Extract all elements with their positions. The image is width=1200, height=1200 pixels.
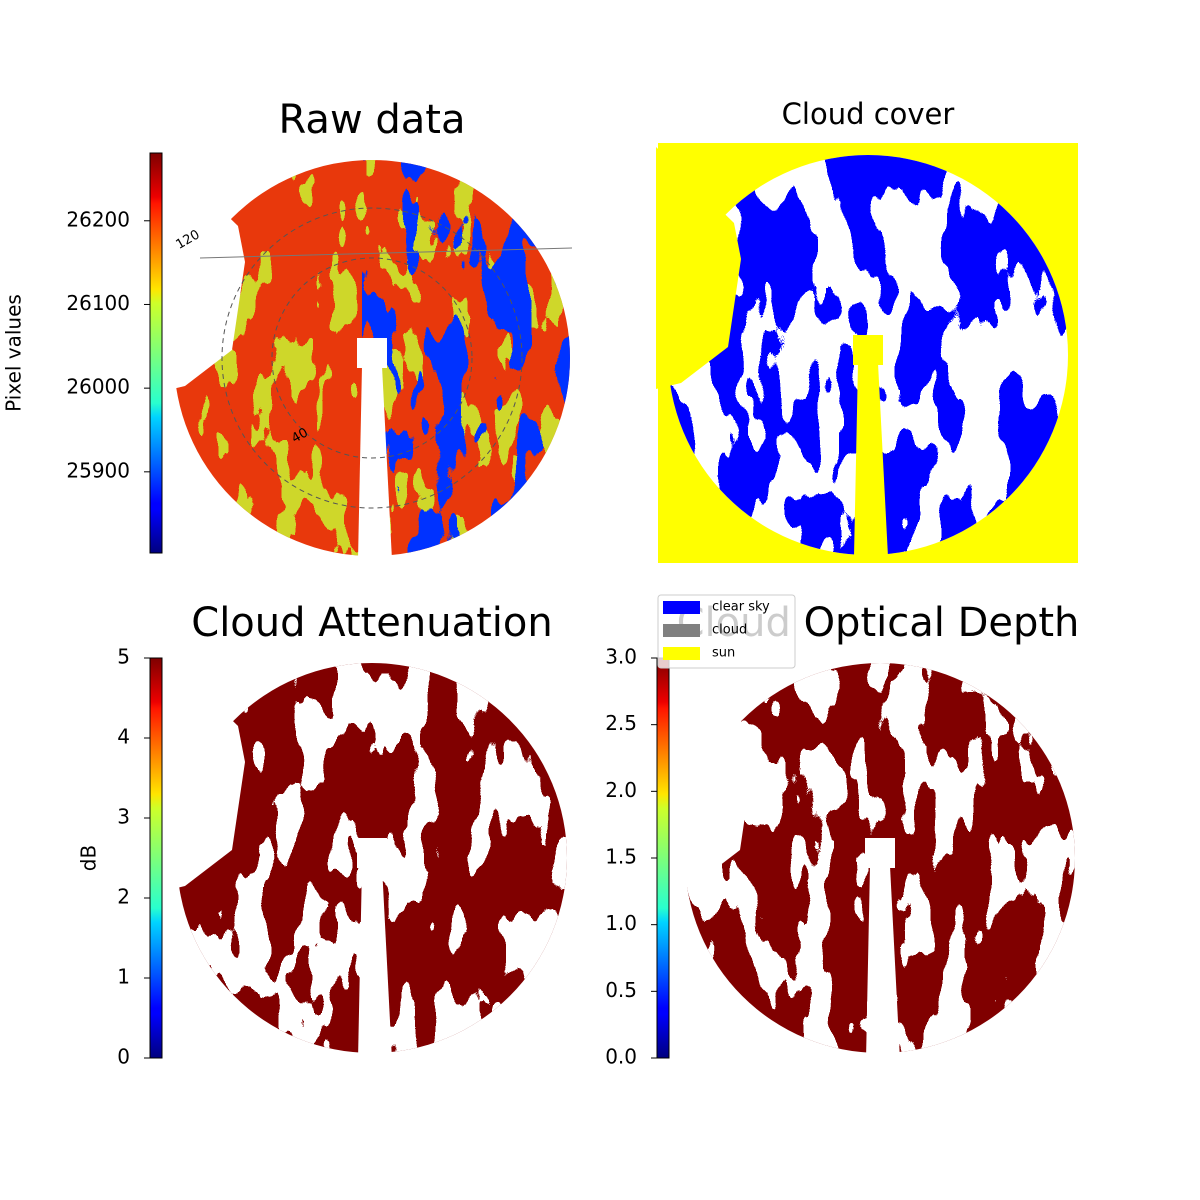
colorbar-tick-label: 3.0 — [605, 645, 637, 669]
colorbar-tick-label: 2 — [117, 885, 130, 909]
polar-ring — [221, 207, 523, 509]
colorbar-tick-label: 5 — [117, 645, 130, 669]
mask-shape — [357, 838, 387, 868]
colorbar — [149, 152, 163, 554]
colorbar-tick-label: 1.5 — [605, 845, 637, 869]
colorbar-tick-label: 0.0 — [605, 1045, 637, 1069]
colorbar-tick-label: 0 — [117, 1045, 130, 1069]
colorbar-label: dB — [77, 845, 101, 871]
colorbar-tick-label: 2.5 — [605, 711, 637, 735]
mask-shape — [866, 866, 900, 1060]
legend-label: clear sky — [712, 600, 770, 615]
mask-shape — [668, 650, 753, 892]
legend-label: cloud — [712, 623, 747, 638]
mask-shape — [358, 366, 392, 560]
legend-patch — [663, 624, 700, 637]
mask-shape — [656, 147, 741, 389]
colorbar-label: Pixel values — [2, 294, 26, 412]
polar-ring — [271, 257, 473, 459]
mask-shape — [865, 838, 895, 868]
colorbar — [656, 657, 670, 1059]
mask-shape — [160, 650, 245, 892]
mask-shape — [357, 338, 387, 368]
legend-patch — [663, 647, 700, 660]
legend-patch — [663, 601, 700, 614]
colorbar — [149, 657, 163, 1059]
colorbar-tick-label: 3 — [117, 805, 130, 829]
mask-shape — [160, 150, 245, 392]
image-texture — [362, 160, 570, 556]
colorbar-tick-label: 25900 — [66, 458, 130, 482]
panel-title: Raw data — [279, 97, 466, 143]
mask-shape — [853, 335, 883, 365]
colorbar-tick-label: 26200 — [66, 207, 130, 231]
polar-label: 40 — [289, 425, 311, 446]
mask-shape — [854, 363, 888, 557]
polar-spoke — [199, 247, 573, 259]
legend-label: sun — [712, 646, 735, 661]
colorbar-tick-label: 1.0 — [605, 911, 637, 935]
colorbar-tick-label: 4 — [117, 725, 130, 749]
panel-title: Cloud cover — [782, 97, 955, 131]
colorbar-tick-label: 0.5 — [605, 978, 637, 1002]
panel-title: Cloud Attenuation — [191, 600, 552, 646]
mask-shape — [358, 866, 392, 1060]
colorbar-tick-label: 1 — [117, 965, 130, 989]
colorbar-tick-label: 2.0 — [605, 778, 637, 802]
colorbar-tick-label: 26100 — [66, 291, 130, 315]
colorbar-tick-label: 26000 — [66, 375, 130, 399]
